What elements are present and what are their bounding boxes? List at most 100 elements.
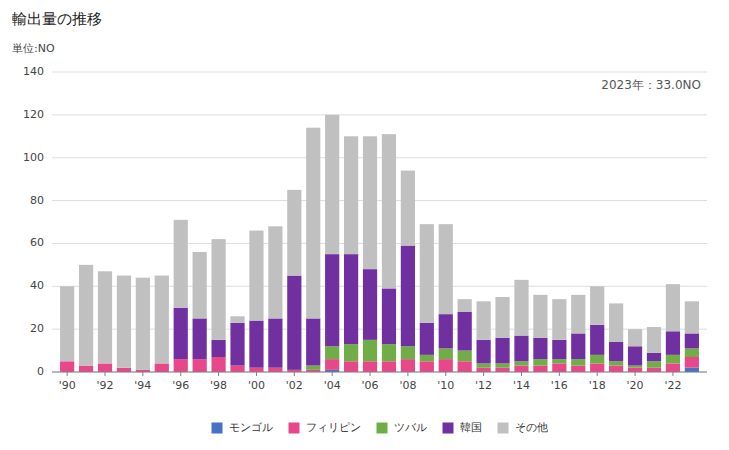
bar-segment [477, 301, 491, 340]
bar-segment [647, 368, 661, 372]
x-tick-label: '12 [475, 379, 492, 392]
x-axis-line [52, 372, 707, 373]
title: 輸出量の推移 [12, 10, 102, 28]
x-tick-label: '18 [589, 379, 606, 392]
bar-segment [514, 336, 528, 362]
bar-segment [193, 359, 207, 372]
bar-segment [647, 353, 661, 362]
x-tick [672, 372, 673, 376]
bar-segment [174, 308, 188, 359]
legend-swatch [377, 423, 388, 434]
bar-segment [382, 361, 396, 372]
bar-segment [685, 348, 699, 357]
legend-label: その他 [515, 421, 548, 434]
legend: モンゴルフィリピンツバル韓国その他 [212, 421, 548, 434]
legend-item: ツバル [377, 421, 427, 434]
grid-line [52, 114, 707, 115]
x-tick [483, 372, 484, 376]
bar-segment [590, 286, 604, 325]
x-tick [67, 372, 68, 376]
x-tick-label: '16 [551, 379, 568, 392]
bar-segment [420, 323, 434, 355]
bar-segment [344, 136, 358, 254]
y-tick-label: 60 [30, 236, 44, 249]
bar-segment [382, 134, 396, 288]
bar-segment [79, 366, 93, 372]
bar-segment [117, 276, 131, 368]
grid-line [52, 157, 707, 158]
bar-segment [155, 363, 169, 372]
grid-line [52, 200, 707, 201]
bar-segment [230, 316, 244, 322]
bar-segment [249, 231, 263, 321]
bar-segment [477, 363, 491, 367]
y-tick-label: 0 [37, 365, 44, 378]
bar-segment [98, 363, 112, 372]
bars [60, 115, 699, 372]
bar-segment [609, 366, 623, 372]
bar-segment [495, 363, 509, 367]
bar-segment [533, 295, 547, 338]
bar-segment [609, 342, 623, 361]
bar-segment [382, 344, 396, 361]
x-tick [407, 372, 408, 376]
bar-segment [495, 338, 509, 364]
x-tick [180, 372, 181, 376]
legend-item: フィリピン [289, 421, 361, 434]
x-tick [218, 372, 219, 376]
bar-segment [458, 299, 472, 312]
bar-segment [552, 359, 566, 363]
x-tick [142, 372, 143, 376]
bar-segment [230, 323, 244, 366]
legend-label: フィリピン [306, 421, 361, 434]
bar-segment [60, 286, 74, 361]
bar-segment [552, 299, 566, 340]
chart: 020406080100120140'90'92'94'96'98'00'02'… [0, 0, 729, 450]
bar-segment [344, 361, 358, 372]
bar-segment [268, 368, 282, 372]
bar-segment [401, 346, 415, 359]
bar-segment [514, 280, 528, 336]
bar-segment [439, 224, 453, 314]
bar-segment [344, 254, 358, 344]
bar-segment [211, 357, 225, 372]
bar-segment [458, 351, 472, 362]
bar-segment [533, 338, 547, 359]
bar-segment [401, 171, 415, 246]
bar-segment [458, 312, 472, 351]
bar-segment [325, 115, 339, 254]
bar-segment [136, 278, 150, 370]
bar-segment [249, 368, 263, 372]
x-tick-label: '14 [513, 379, 530, 392]
legend-item: その他 [498, 421, 548, 434]
bar-segment [628, 366, 642, 368]
bar-segment [79, 265, 93, 366]
bar-segment [174, 220, 188, 308]
annotation: 2023年：33.0NO [601, 78, 701, 92]
bar-segment [495, 368, 509, 372]
bar-segment [193, 318, 207, 359]
y-tick-label: 140 [23, 65, 44, 78]
legend-item: モンゴル [212, 421, 273, 434]
x-tick [370, 372, 371, 376]
bar-segment [628, 368, 642, 372]
x-tick-label: '20 [627, 379, 644, 392]
bar-segment [306, 318, 320, 365]
bar-segment [552, 363, 566, 372]
x-tick [294, 372, 295, 376]
x-tick-label: '06 [362, 379, 379, 392]
bar-segment [363, 269, 377, 340]
bar-segment [495, 297, 509, 338]
bar-segment [571, 295, 585, 334]
y-axis-label: 単位:NO [12, 42, 55, 55]
bar-segment [533, 366, 547, 372]
x-tick [635, 372, 636, 376]
x-tick-label: '02 [286, 379, 303, 392]
bar-segment [268, 318, 282, 367]
bar-segment [211, 340, 225, 357]
legend-swatch [212, 423, 223, 434]
bar-segment [420, 224, 434, 323]
bar-segment [117, 368, 131, 372]
bar-segment [325, 346, 339, 359]
legend-label: モンゴル [229, 421, 273, 434]
